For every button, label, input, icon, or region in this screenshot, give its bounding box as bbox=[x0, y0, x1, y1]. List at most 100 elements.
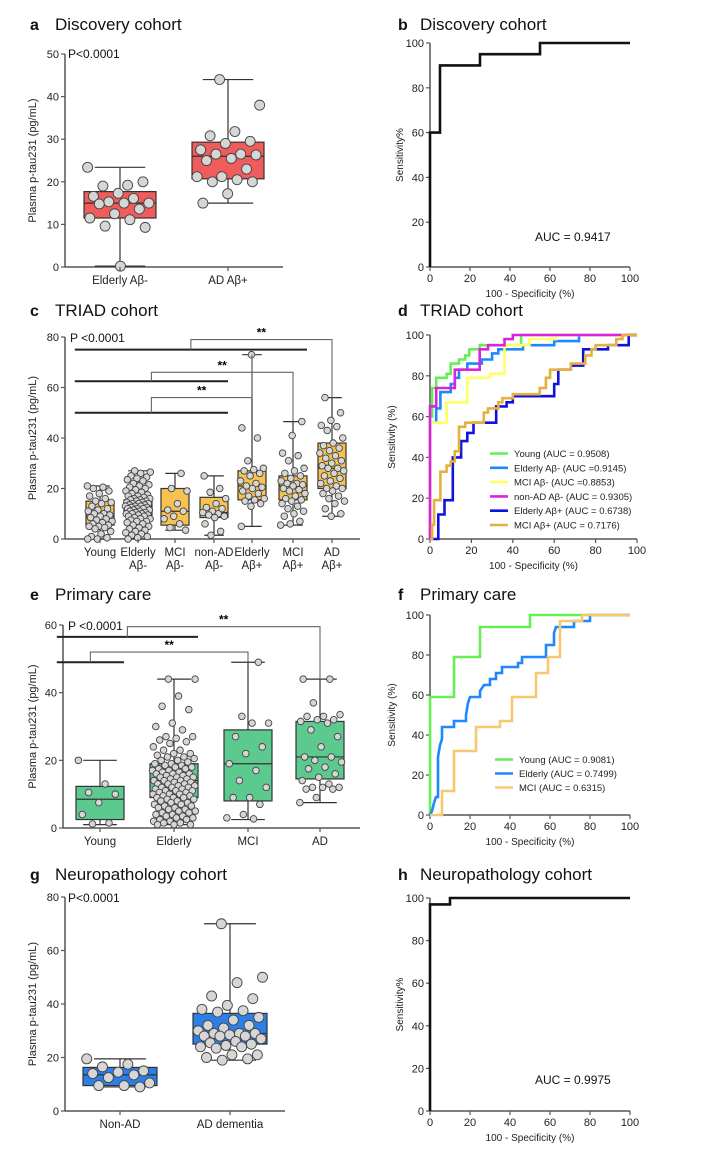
data-point bbox=[91, 525, 99, 533]
category-label-line: Aβ+ bbox=[321, 560, 342, 572]
box-group bbox=[192, 918, 268, 1066]
y-tick-label: 20 bbox=[47, 1053, 59, 1065]
data-point bbox=[188, 732, 197, 741]
data-point bbox=[167, 798, 175, 807]
data-point bbox=[227, 1014, 239, 1026]
y-tick-label: 40 bbox=[412, 452, 424, 464]
category-label-line: AD bbox=[324, 547, 340, 559]
data-point bbox=[313, 715, 321, 724]
data-point bbox=[226, 1049, 238, 1061]
x-tick-label: 80 bbox=[584, 1117, 596, 1129]
data-point bbox=[236, 1041, 248, 1053]
data-point bbox=[202, 1019, 214, 1031]
panel-letter: b bbox=[398, 17, 408, 34]
y-tick-label: 20 bbox=[412, 1063, 424, 1075]
data-point bbox=[300, 753, 309, 761]
panel-title: Discovery cohort bbox=[55, 15, 182, 34]
data-point bbox=[337, 456, 346, 465]
panel-f: f Primary care 0 20 40 60 80 100 Sensitivity (%)… bbox=[387, 585, 639, 848]
data-point bbox=[325, 446, 334, 455]
data-point bbox=[278, 449, 287, 457]
data-point bbox=[137, 176, 149, 188]
data-point bbox=[298, 776, 306, 785]
data-point bbox=[235, 148, 247, 160]
data-point bbox=[337, 758, 346, 766]
data-point bbox=[138, 1065, 150, 1077]
y-tick-label: 80 bbox=[412, 83, 424, 95]
data-point bbox=[155, 736, 164, 744]
category-label: Young bbox=[84, 547, 116, 559]
data-point bbox=[103, 504, 112, 513]
category-label-line: Aβ- bbox=[205, 560, 223, 572]
data-point bbox=[97, 499, 106, 508]
data-point bbox=[236, 477, 245, 485]
data-point bbox=[285, 487, 294, 495]
significance-bracket: ** bbox=[74, 354, 253, 414]
data-point bbox=[327, 416, 335, 425]
panel-title: Primary care bbox=[420, 585, 516, 604]
data-point bbox=[106, 527, 115, 536]
data-point bbox=[300, 464, 308, 473]
y-tick-label: 20 bbox=[412, 770, 424, 782]
data-point bbox=[188, 763, 196, 771]
data-point bbox=[308, 783, 317, 792]
data-point bbox=[173, 499, 182, 508]
roc-curve bbox=[428, 333, 637, 539]
x-tick-label: 100 bbox=[621, 821, 639, 833]
data-point bbox=[323, 426, 331, 435]
data-point bbox=[103, 533, 111, 542]
data-point bbox=[222, 188, 234, 200]
box-group bbox=[295, 675, 346, 807]
data-point bbox=[84, 788, 93, 797]
roc-curve bbox=[428, 333, 637, 539]
y-axis-label: Sensitivity% bbox=[395, 128, 406, 182]
data-point bbox=[214, 1030, 226, 1042]
data-point bbox=[303, 712, 311, 721]
category-label-line: Elderly bbox=[234, 547, 269, 559]
data-point bbox=[328, 487, 337, 495]
roc-curve bbox=[430, 333, 637, 541]
data-point bbox=[248, 484, 257, 493]
data-point bbox=[240, 467, 248, 475]
data-point bbox=[294, 451, 302, 460]
data-point bbox=[278, 499, 286, 508]
bracket-line bbox=[150, 371, 294, 422]
panel-letter: c bbox=[30, 303, 39, 320]
panel-letter: h bbox=[398, 867, 408, 884]
x-axis-label: 100 - Specificity (%) bbox=[486, 837, 575, 848]
data-point bbox=[191, 807, 200, 815]
data-point bbox=[286, 520, 295, 528]
significance-label: ** bbox=[218, 358, 228, 372]
box-group bbox=[74, 756, 125, 828]
data-point bbox=[182, 737, 191, 746]
data-point bbox=[244, 492, 253, 500]
panel-b: b Discovery cohort 0 20 40 60 80 100 Sensitivity… bbox=[395, 15, 639, 300]
y-tick-label: 0 bbox=[418, 262, 424, 274]
data-point bbox=[239, 1030, 251, 1042]
data-point bbox=[322, 454, 330, 462]
x-tick-label: 20 bbox=[464, 273, 476, 285]
data-point bbox=[242, 749, 250, 758]
data-point bbox=[290, 510, 298, 518]
data-point bbox=[250, 465, 258, 474]
data-point bbox=[291, 492, 300, 500]
data-point bbox=[175, 807, 183, 815]
data-point bbox=[248, 719, 256, 727]
legend-entry: Elderly Aβ+ (AUC = 0.6738) bbox=[514, 506, 631, 517]
data-point bbox=[229, 126, 241, 137]
data-point bbox=[253, 1011, 265, 1023]
data-point bbox=[101, 494, 109, 503]
data-point bbox=[295, 486, 303, 494]
data-point bbox=[171, 763, 180, 771]
data-point bbox=[258, 743, 267, 751]
y-tick-label: 0 bbox=[53, 1106, 59, 1118]
legend-entry: non-AD Aβ- (AUC = 0.9305) bbox=[514, 492, 632, 503]
p-value: P <0.0001 bbox=[70, 331, 125, 345]
data-point bbox=[166, 523, 174, 532]
data-point bbox=[189, 814, 197, 822]
data-point bbox=[298, 417, 306, 426]
data-point bbox=[289, 482, 297, 490]
x-tick-label: 60 bbox=[544, 273, 556, 285]
data-point bbox=[196, 1003, 208, 1015]
y-tick-label: 0 bbox=[418, 534, 424, 546]
